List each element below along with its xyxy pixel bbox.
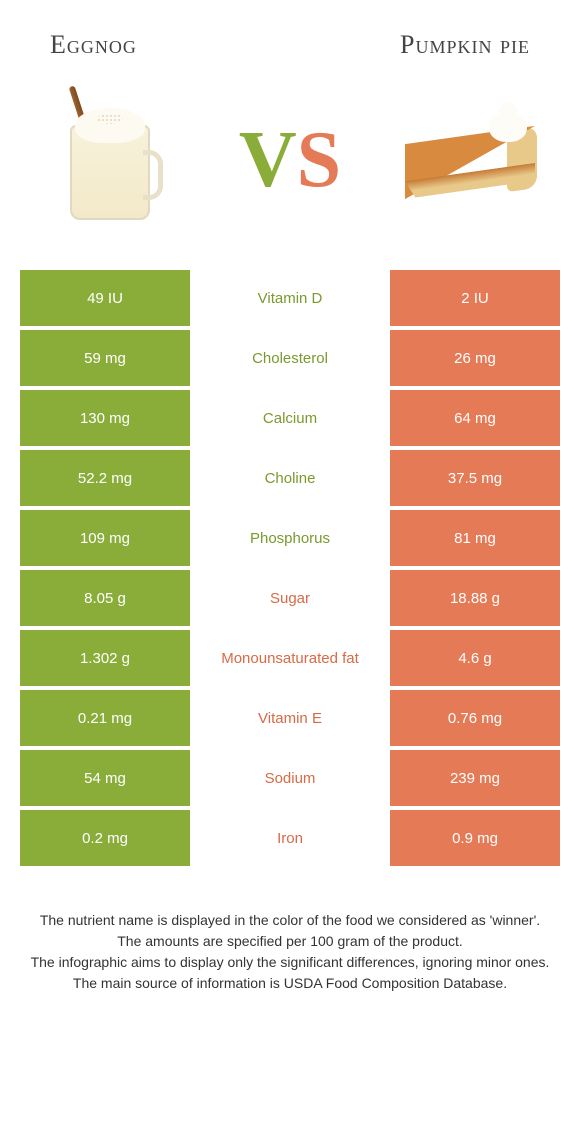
cell-right-value: 239 mg	[390, 750, 560, 806]
cell-right-value: 81 mg	[390, 510, 560, 566]
cell-right-value: 64 mg	[390, 390, 560, 446]
table-row: 52.2 mgCholine37.5 mg	[20, 450, 560, 506]
cell-nutrient-label: Cholesterol	[190, 330, 390, 386]
cell-right-value: 18.88 g	[390, 570, 560, 626]
table-row: 59 mgCholesterol26 mg	[20, 330, 560, 386]
title-right: Pumpkin pie	[400, 30, 530, 60]
table-row: 1.302 gMonounsaturated fat4.6 g	[20, 630, 560, 686]
table-row: 109 mgPhosphorus81 mg	[20, 510, 560, 566]
vs-text: VS	[239, 115, 341, 206]
cell-left-value: 49 IU	[20, 270, 190, 326]
table-row: 0.21 mgVitamin E0.76 mg	[20, 690, 560, 746]
cell-left-value: 130 mg	[20, 390, 190, 446]
footer-line: The nutrient name is displayed in the co…	[30, 910, 550, 931]
cell-nutrient-label: Sodium	[190, 750, 390, 806]
cell-right-value: 2 IU	[390, 270, 560, 326]
footer-line: The main source of information is USDA F…	[30, 973, 550, 994]
cell-left-value: 54 mg	[20, 750, 190, 806]
cell-left-value: 0.21 mg	[20, 690, 190, 746]
cell-left-value: 52.2 mg	[20, 450, 190, 506]
header-row: Eggnog Pumpkin pie	[0, 0, 580, 70]
vs-row: VS	[0, 70, 580, 270]
cell-nutrient-label: Phosphorus	[190, 510, 390, 566]
cell-right-value: 0.9 mg	[390, 810, 560, 866]
vs-v: V	[239, 115, 297, 206]
cell-right-value: 26 mg	[390, 330, 560, 386]
cell-left-value: 109 mg	[20, 510, 190, 566]
cell-nutrient-label: Sugar	[190, 570, 390, 626]
cell-nutrient-label: Monounsaturated fat	[190, 630, 390, 686]
footer-line: The infographic aims to display only the…	[30, 952, 550, 973]
cell-nutrient-label: Vitamin D	[190, 270, 390, 326]
cell-right-value: 0.76 mg	[390, 690, 560, 746]
cell-left-value: 0.2 mg	[20, 810, 190, 866]
cell-left-value: 1.302 g	[20, 630, 190, 686]
cell-nutrient-label: Calcium	[190, 390, 390, 446]
cell-nutrient-label: Iron	[190, 810, 390, 866]
table-row: 8.05 gSugar18.88 g	[20, 570, 560, 626]
cell-left-value: 8.05 g	[20, 570, 190, 626]
comparison-table: 49 IUVitamin D2 IU59 mgCholesterol26 mg1…	[0, 270, 580, 866]
cell-left-value: 59 mg	[20, 330, 190, 386]
cell-right-value: 37.5 mg	[390, 450, 560, 506]
eggnog-image	[30, 85, 190, 235]
pumpkin-pie-image	[390, 85, 550, 235]
table-row: 130 mgCalcium64 mg	[20, 390, 560, 446]
cell-nutrient-label: Choline	[190, 450, 390, 506]
footer-line: The amounts are specified per 100 gram o…	[30, 931, 550, 952]
cell-right-value: 4.6 g	[390, 630, 560, 686]
table-row: 49 IUVitamin D2 IU	[20, 270, 560, 326]
title-left: Eggnog	[50, 30, 137, 60]
footer-notes: The nutrient name is displayed in the co…	[0, 870, 580, 994]
vs-s: S	[297, 115, 342, 206]
table-row: 54 mgSodium239 mg	[20, 750, 560, 806]
table-row: 0.2 mgIron0.9 mg	[20, 810, 560, 866]
cell-nutrient-label: Vitamin E	[190, 690, 390, 746]
